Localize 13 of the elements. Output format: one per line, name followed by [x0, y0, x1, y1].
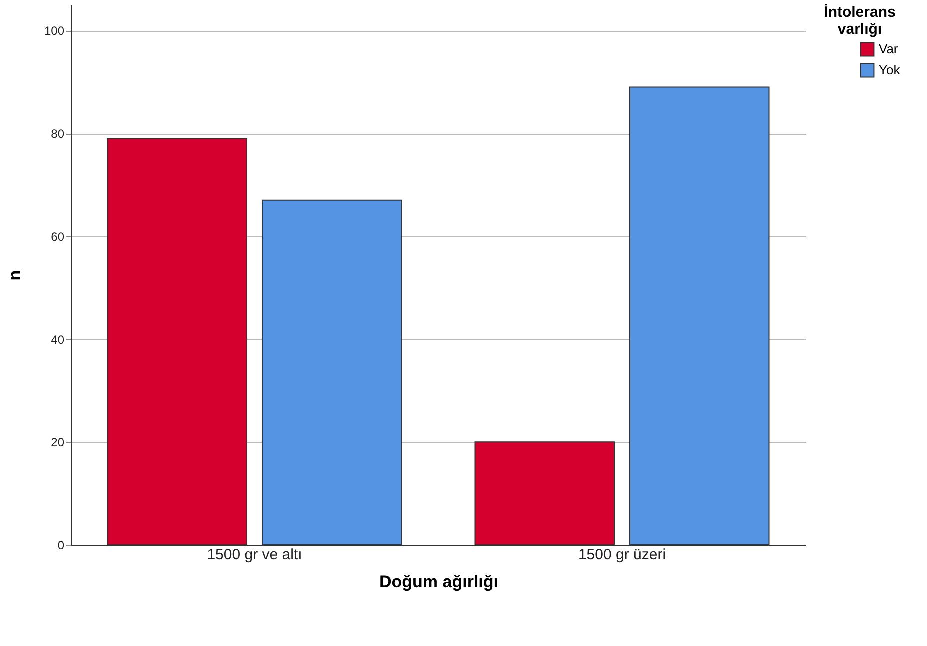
legend-title: İntolerans varlığı — [824, 4, 896, 38]
x-tick-label: 1500 gr ve altı — [207, 546, 302, 564]
y-axis-title: n — [5, 270, 24, 281]
x-tick-label: 1500 gr üzeri — [578, 546, 666, 564]
y-tick-label: 20 — [51, 436, 65, 450]
y-tick-label: 40 — [51, 332, 65, 347]
y-tick-label: 60 — [51, 230, 65, 244]
y-tick-label: 0 — [58, 538, 65, 552]
x-axis-title: Doğum ağırlığı — [380, 572, 498, 592]
y-tick-label: 100 — [44, 24, 65, 38]
legend-label: Var — [879, 42, 899, 56]
y-tick-label: 80 — [51, 127, 65, 142]
legend-label: Yok — [879, 62, 901, 78]
